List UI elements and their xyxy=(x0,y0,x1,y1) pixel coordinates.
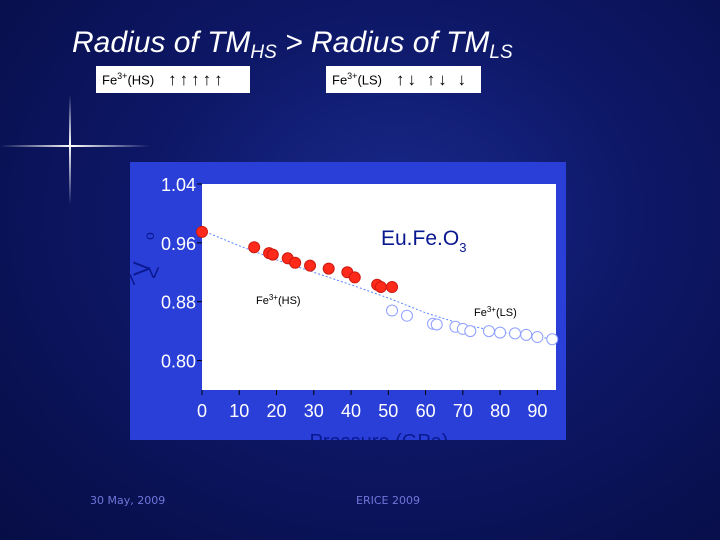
hs-data-point xyxy=(248,241,261,254)
x-tick-label: 80 xyxy=(490,401,510,421)
sparkle-decoration-horizontal xyxy=(0,145,150,147)
ls-data-point xyxy=(546,333,559,346)
ls-data-point xyxy=(531,331,544,344)
x-tick-label: 20 xyxy=(267,401,287,421)
x-axis-label: Pressure (GPa) xyxy=(310,431,449,440)
chart-panel: >V< o 0 10 20 30 40 50 60 70 80 90 0.80 0.88 0.96 1.04… xyxy=(130,162,566,440)
y-tick-label: 0.80 xyxy=(161,352,196,372)
ls-data-point xyxy=(494,326,507,339)
x-tick-label: 40 xyxy=(341,401,361,421)
ls-data-point xyxy=(430,318,443,331)
hs-data-point xyxy=(322,262,335,275)
x-tick-label: 90 xyxy=(527,401,547,421)
ls-data-point xyxy=(482,325,495,338)
hs-spin-box: Fe3+(HS) ↑↑↑↑↑ xyxy=(96,66,250,93)
footer-date: 30 May, 2009 xyxy=(90,494,166,507)
hs-data-point xyxy=(348,271,361,284)
slide-title: Radius of TMHS > Radius of TMLS xyxy=(72,26,513,63)
ls-spin-arrows: ↑↓ ↑↓ ↓ xyxy=(396,69,469,89)
hs-ion-label: Fe3+(HS) xyxy=(102,71,155,88)
x-tick-label: 30 xyxy=(304,401,324,421)
y-tick-label: 0.96 xyxy=(161,234,196,254)
hs-data-point xyxy=(374,281,387,293)
footer-event: ERICE 2009 xyxy=(356,494,420,507)
ls-annotation: Fe3+(LS) xyxy=(474,305,517,319)
hs-annotation: Fe3+(HS) xyxy=(256,293,301,307)
ls-data-point xyxy=(400,309,413,322)
y-axis-label-char: V xyxy=(130,261,154,276)
hs-data-point xyxy=(266,248,279,261)
hs-spin-arrows: ↑↑↑↑↑ xyxy=(168,69,226,89)
x-tick-label: 0 xyxy=(197,401,207,421)
hs-data-point xyxy=(196,225,208,238)
ls-data-point xyxy=(509,327,522,340)
ls-data-point xyxy=(386,304,399,317)
y-tick-label: 0.88 xyxy=(161,293,196,313)
y-axis-label-char: o xyxy=(141,232,157,240)
x-tick-label: 60 xyxy=(416,401,436,421)
hs-data-point xyxy=(289,256,302,269)
y-axis-label: >V< o xyxy=(130,232,166,286)
ls-spin-box: Fe3+(LS) ↑↓ ↑↓ ↓ xyxy=(326,66,481,93)
ls-data-point xyxy=(520,328,533,341)
y-axis-label-char: < xyxy=(141,266,166,279)
sparkle-decoration-vertical xyxy=(69,95,71,205)
ls-ion-label: Fe3+(LS) xyxy=(332,71,382,88)
hs-data-point xyxy=(386,281,399,293)
y-tick-label: 1.04 xyxy=(161,175,196,195)
x-tick-label: 50 xyxy=(378,401,398,421)
pressure-volume-chart: >V< o 0 10 20 30 40 50 60 70 80 90 0.80 0.88 0.96 1.04… xyxy=(130,175,559,440)
x-tick-label: 10 xyxy=(229,401,249,421)
compound-label: Eu.Fe.O3 xyxy=(381,227,466,255)
hs-data-point xyxy=(304,259,317,272)
ls-data-point xyxy=(464,325,477,338)
y-axis-label-char: > xyxy=(130,273,142,286)
x-tick-label: 70 xyxy=(453,401,473,421)
